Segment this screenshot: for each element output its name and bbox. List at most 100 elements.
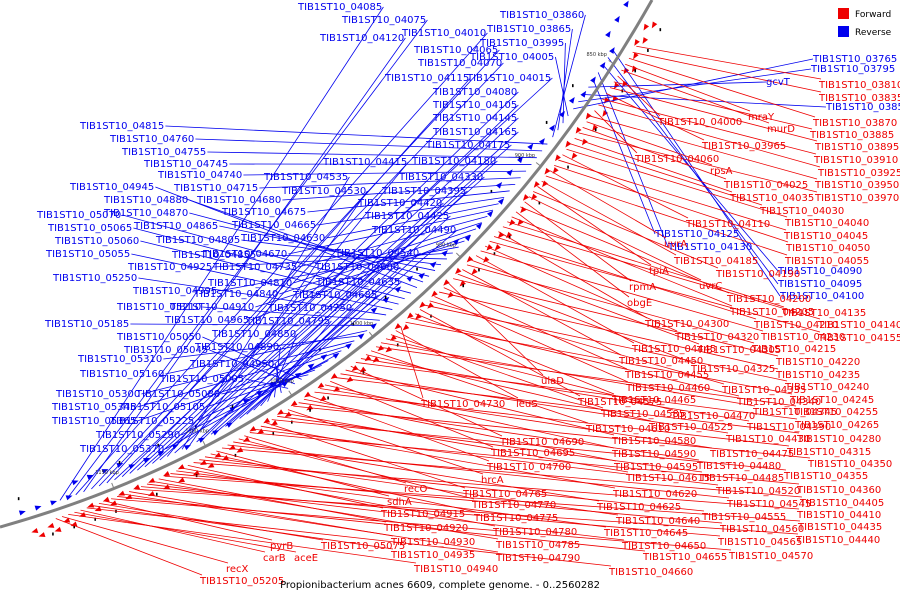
small-feature-mark	[647, 48, 649, 52]
reverse-gene-arrow	[198, 437, 206, 443]
forward-gene-label: TIB1ST10_04325	[690, 364, 775, 375]
forward-connector	[562, 154, 689, 219]
forward-gene-label: TIB1ST10_04000	[657, 117, 742, 128]
forward-gene-arrow	[290, 400, 298, 407]
forward-connector	[104, 500, 273, 541]
forward-gene-arrow	[602, 110, 609, 117]
forward-connector	[453, 278, 779, 357]
reverse-gene-label: TIB1ST10_04090	[777, 266, 862, 277]
forward-gene-arrow	[494, 244, 501, 251]
forward-gene-label: TIB1ST10_04770	[471, 500, 556, 511]
forward-gene-label: TIB1ST10_04205	[729, 307, 814, 318]
scale-tick-label: 900 kbp	[515, 153, 535, 159]
forward-connector	[277, 415, 703, 473]
reverse-connector	[137, 345, 348, 408]
forward-gene-label: TIB1ST10_04940	[413, 564, 498, 575]
forward-gene-label: TIB1ST10_04185	[673, 256, 758, 267]
forward-gene-arrow	[133, 484, 141, 490]
scale-tick-mark	[288, 390, 293, 397]
legend-reverse-label: Reverse	[855, 28, 892, 38]
forward-gene-label: TIB1ST10_04570	[728, 551, 813, 562]
reverse-gene-label: TIB1ST10_04995	[132, 286, 217, 297]
forward-gene-arrow	[483, 256, 490, 263]
forward-gene-label: TIB1ST10_04350	[807, 459, 892, 470]
reverse-gene-label: TIB1ST10_05290	[95, 430, 180, 441]
forward-gene-label: TIB1ST10_04585	[600, 409, 685, 420]
forward-connector	[55, 518, 203, 576]
forward-gene-label: mraY	[748, 112, 775, 123]
forward-gene-arrow	[94, 506, 102, 512]
forward-gene-label: hrcA	[481, 475, 504, 486]
forward-gene-label: TIB1ST10_04340	[736, 397, 821, 408]
forward-connector	[360, 358, 750, 422]
forward-connector	[390, 334, 604, 409]
forward-gene-label: TIB1ST10_04915	[380, 509, 465, 520]
legend-forward-label: Forward	[855, 10, 891, 20]
reverse-gene-label: TIB1ST10_03855	[825, 102, 900, 113]
forward-gene-arrow	[592, 124, 599, 132]
forward-gene-label: TIB1ST10_04200	[726, 294, 811, 305]
forward-gene-label: TIB1ST10_03965	[701, 141, 786, 152]
reverse-gene-arrow	[486, 210, 494, 218]
reverse-connector	[202, 336, 302, 380]
forward-gene-label: TIB1ST10_04475	[709, 449, 794, 460]
reverse-gene-arrow	[370, 323, 377, 330]
forward-connector	[528, 196, 702, 281]
forward-gene-label: TIB1ST10_04210	[753, 320, 838, 331]
forward-connector	[86, 507, 612, 567]
reverse-connector	[241, 239, 442, 266]
forward-gene-label: TIB1ST10_04930	[390, 537, 475, 548]
forward-connector	[621, 69, 770, 124]
forward-gene-label: TIB1ST10_04430	[725, 434, 810, 445]
forward-gene-label: TIB1ST10_04410	[796, 510, 881, 521]
reverse-gene-label: TIB1ST10_05050	[116, 332, 201, 343]
forward-connector	[609, 87, 818, 142]
reverse-gene-label: TIB1ST10_04420	[357, 198, 442, 209]
forward-gene-label: TIB1ST10_04920	[383, 523, 468, 534]
reverse-gene-label: TIB1ST10_05310	[77, 354, 162, 365]
reverse-gene-label: TIB1ST10_04540	[334, 248, 419, 259]
forward-gene-arrow	[249, 426, 257, 432]
forward-gene-arrow	[623, 67, 630, 75]
small-feature-mark	[73, 525, 75, 529]
reverse-gene-label: gcvT	[766, 77, 791, 88]
reverse-connector	[137, 117, 519, 471]
forward-gene-label: TIB1ST10_04470	[670, 411, 755, 422]
forward-gene-label: TIB1ST10_05075	[320, 541, 405, 552]
forward-gene-label: rpsA	[710, 166, 733, 177]
forward-connector	[574, 138, 733, 193]
forward-gene-arrow	[517, 219, 524, 226]
reverse-gene-arrow	[307, 363, 315, 370]
reverse-gene-label: TIB1ST10_04910	[169, 302, 254, 313]
forward-gene-label: TIB1ST10_04405	[799, 498, 884, 509]
forward-gene-label: TIB1ST10_04785	[495, 540, 580, 551]
forward-gene-arrow	[377, 345, 385, 352]
reverse-gene-arrow	[430, 261, 437, 268]
forward-connector	[319, 388, 713, 449]
forward-gene-arrow	[443, 279, 450, 286]
forward-connector	[266, 422, 466, 489]
forward-gene-label: TIB1ST10_04050	[785, 243, 870, 254]
forward-connector	[271, 419, 787, 471]
reverse-connector	[552, 14, 586, 138]
forward-gene-label: TIB1ST10_04320	[674, 332, 759, 343]
small-feature-mark	[659, 28, 662, 32]
reverse-gene-label: TIB1ST10_04600	[314, 262, 399, 273]
forward-gene-label: TIB1ST10_04580	[611, 436, 696, 447]
small-feature-mark	[567, 165, 569, 169]
reverse-connector	[209, 349, 296, 385]
forward-gene-label: TIB1ST10_04615	[625, 473, 710, 484]
reverse-gene-label: TIB1ST10_04095	[777, 279, 862, 290]
forward-connector	[293, 405, 811, 459]
forward-gene-label: recX	[226, 564, 249, 575]
reverse-connector	[203, 202, 444, 439]
reverse-connector	[141, 340, 355, 395]
reverse-gene-label: TIB1ST10_04180	[411, 156, 496, 167]
forward-connector	[140, 486, 721, 537]
forward-gene-arrow	[102, 496, 110, 502]
scale-ticks: 850 kbp 900 kbp 950 kbp 1000 kbp 1050 kbp 110…	[95, 52, 614, 489]
reverse-gene-arrow	[623, 0, 629, 8]
reverse-gene-arrow	[382, 296, 390, 304]
forward-gene-label: TIB1ST10_04935	[390, 550, 475, 561]
reverse-gene-arrow	[184, 444, 191, 451]
